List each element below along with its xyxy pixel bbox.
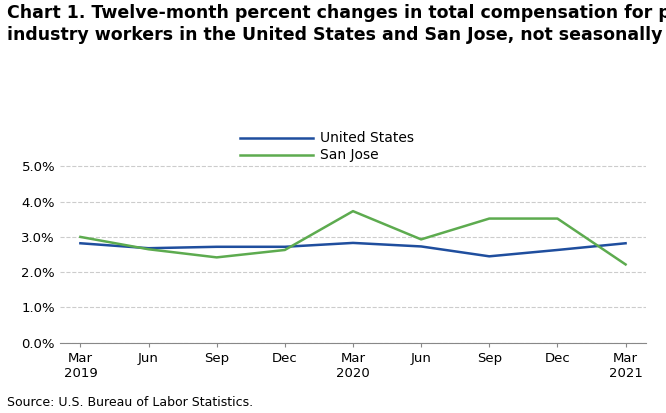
- Text: San Jose: San Jose: [320, 148, 378, 162]
- Text: United States: United States: [320, 131, 414, 145]
- Text: Chart 1. Twelve-month percent changes in total compensation for private
industry: Chart 1. Twelve-month percent changes in…: [7, 4, 666, 44]
- Text: Source: U.S. Bureau of Labor Statistics.: Source: U.S. Bureau of Labor Statistics.: [7, 396, 253, 409]
